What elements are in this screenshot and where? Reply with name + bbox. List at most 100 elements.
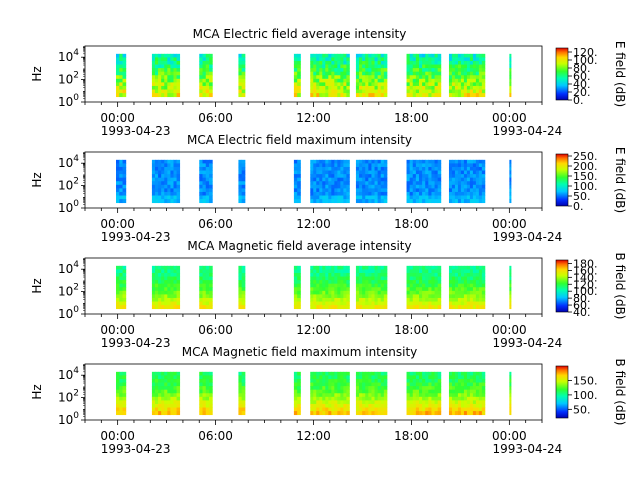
heatmap-cell bbox=[374, 272, 379, 277]
heatmap-cell bbox=[362, 85, 366, 90]
heatmap-cell bbox=[466, 265, 471, 270]
heatmap-cell bbox=[409, 297, 414, 302]
heatmap-cell bbox=[331, 166, 335, 171]
heatmap-cell bbox=[331, 382, 335, 387]
heatmap-cell bbox=[437, 159, 442, 164]
heatmap-cell bbox=[119, 371, 123, 376]
heatmap-cell bbox=[454, 371, 459, 376]
data-interval-block bbox=[310, 371, 350, 416]
heatmap-cell bbox=[509, 290, 512, 295]
heatmap-cell bbox=[478, 382, 483, 387]
heatmap-cell bbox=[155, 403, 159, 408]
heatmap-cell bbox=[380, 280, 385, 285]
heatmap-cell bbox=[328, 280, 332, 285]
heatmap-cell bbox=[310, 174, 314, 179]
heatmap-cell bbox=[116, 386, 120, 391]
heatmap-cell bbox=[371, 195, 375, 200]
heatmap-cell bbox=[313, 60, 317, 65]
heatmap-cell bbox=[422, 400, 426, 405]
heatmap-cell bbox=[331, 78, 335, 83]
heatmap-cell bbox=[365, 287, 369, 292]
heatmap-cell bbox=[365, 393, 369, 398]
heatmap-cell bbox=[164, 396, 168, 401]
heatmap-cell bbox=[328, 305, 332, 310]
heatmap-cell bbox=[437, 283, 442, 288]
heatmap-cell bbox=[478, 159, 483, 164]
heatmap-cell bbox=[460, 53, 465, 58]
heatmap-cell bbox=[293, 163, 298, 168]
heatmap-cell bbox=[475, 170, 480, 175]
heatmap-cell bbox=[293, 68, 298, 73]
heatmap-cell bbox=[164, 294, 168, 299]
heatmap-cell bbox=[313, 272, 317, 277]
heatmap-cell bbox=[340, 181, 344, 186]
heatmap-cell bbox=[466, 382, 471, 387]
heatmap-cell bbox=[310, 287, 314, 292]
heatmap-cell bbox=[202, 301, 207, 306]
heatmap-cell bbox=[122, 400, 127, 405]
heatmap-cell bbox=[161, 174, 165, 179]
heatmap-cell bbox=[322, 195, 326, 200]
heatmap-cell bbox=[362, 159, 366, 164]
heatmap-cell bbox=[509, 283, 512, 288]
heatmap-cell bbox=[199, 199, 203, 204]
heatmap-cell bbox=[151, 195, 156, 200]
heatmap-cell bbox=[409, 272, 414, 277]
heatmap-cell bbox=[346, 163, 350, 168]
heatmap-cell bbox=[377, 393, 382, 398]
heatmap-cell bbox=[293, 57, 298, 62]
heatmap-cell bbox=[158, 407, 162, 412]
heatmap-cell bbox=[202, 184, 207, 189]
heatmap-cell bbox=[463, 195, 468, 200]
heatmap-cell bbox=[340, 371, 344, 376]
heatmap-cell bbox=[209, 301, 213, 306]
heatmap-cell bbox=[158, 371, 162, 376]
heatmap-cell bbox=[310, 305, 314, 310]
heatmap-cell bbox=[412, 53, 417, 58]
heatmap-cell bbox=[412, 378, 417, 383]
heatmap-cell bbox=[409, 93, 414, 98]
heatmap-cell bbox=[293, 403, 298, 408]
heatmap-cell bbox=[319, 396, 323, 401]
heatmap-cell bbox=[331, 177, 335, 182]
heatmap-cell bbox=[425, 64, 429, 69]
heatmap-cell bbox=[451, 60, 456, 65]
heatmap-cell bbox=[434, 174, 439, 179]
heatmap-cell bbox=[380, 283, 385, 288]
heatmap-cell bbox=[176, 78, 181, 83]
heatmap-cell bbox=[151, 283, 156, 288]
x-tick-label: 12:00 bbox=[296, 323, 331, 337]
heatmap-cell bbox=[448, 64, 453, 69]
heatmap-cell bbox=[451, 290, 456, 295]
heatmap-cell bbox=[238, 85, 243, 90]
heatmap-cell bbox=[167, 170, 171, 175]
heatmap-cell bbox=[155, 93, 159, 98]
heatmap-cell bbox=[209, 396, 213, 401]
heatmap-cell bbox=[509, 159, 512, 164]
heatmap-cell bbox=[119, 68, 123, 73]
heatmap-cell bbox=[199, 382, 203, 387]
heatmap-cell bbox=[293, 272, 298, 277]
heatmap-cell bbox=[365, 174, 369, 179]
heatmap-cell bbox=[481, 389, 486, 394]
heatmap-cell bbox=[122, 184, 127, 189]
heatmap-cell bbox=[448, 305, 453, 310]
heatmap-cell bbox=[116, 68, 120, 73]
heatmap-cell bbox=[319, 166, 323, 171]
colorbar-label: B field (dB) bbox=[613, 253, 627, 320]
heatmap-cell bbox=[472, 389, 477, 394]
heatmap-cell bbox=[415, 305, 420, 310]
heatmap-cell bbox=[176, 378, 181, 383]
heatmap-cell bbox=[173, 297, 177, 302]
heatmap-cell bbox=[331, 287, 335, 292]
colorbar-tick-label: 200. bbox=[573, 160, 598, 173]
heatmap-cell bbox=[241, 297, 246, 302]
heatmap-cell bbox=[469, 305, 474, 310]
heatmap-cell bbox=[116, 82, 120, 87]
heatmap-cell bbox=[448, 375, 453, 380]
heatmap-cell bbox=[176, 60, 181, 65]
heatmap-cell bbox=[425, 294, 429, 299]
heatmap-cell bbox=[368, 403, 372, 408]
heatmap-cell bbox=[359, 89, 363, 94]
heatmap-cell bbox=[241, 265, 246, 270]
